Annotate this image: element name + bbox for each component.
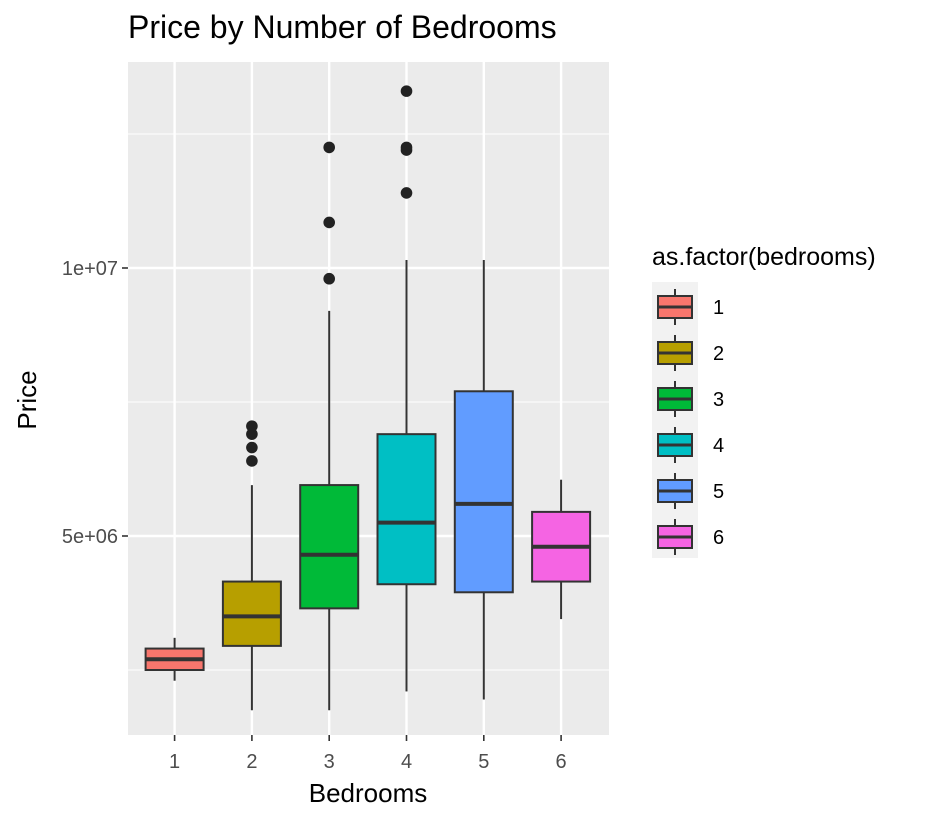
outlier-point (323, 216, 336, 229)
box-2 (221, 420, 282, 711)
box-3 (299, 141, 360, 711)
box-5 (453, 259, 514, 700)
legend-item-5: 5 (657, 473, 724, 509)
outlier-point (400, 187, 413, 199)
legend-label: 3 (713, 389, 724, 411)
outlier-point (323, 272, 336, 285)
legend-item-1: 1 (657, 289, 724, 325)
x-tick-label: 1 (169, 751, 180, 773)
x-axis-title: Bedrooms (309, 778, 428, 808)
box-iqr (376, 433, 437, 586)
legend-label: 5 (713, 481, 724, 503)
legend-label: 6 (713, 527, 724, 549)
y-axis-ticks: 5e+06 1e+07 (62, 258, 128, 548)
legend-item-4: 4 (657, 427, 724, 463)
outlier-point (246, 441, 258, 454)
box-6 (531, 479, 592, 620)
outlier-point (400, 85, 413, 97)
x-tick-label: 3 (324, 751, 335, 773)
y-tick-label: 1e+07 (62, 258, 118, 280)
box-iqr (453, 390, 514, 594)
legend-key-background (652, 282, 698, 558)
x-tick-label: 4 (401, 751, 412, 773)
box-iqr (221, 580, 282, 647)
chart-title: Price by Number of Bedrooms (128, 9, 557, 45)
box-iqr (299, 484, 360, 610)
outlier-point (246, 420, 258, 432)
plot-panel (128, 62, 609, 735)
y-axis-title: Price (12, 370, 42, 429)
legend-label: 4 (713, 435, 724, 457)
outlier-point (400, 141, 413, 154)
outlier-point (246, 428, 258, 440)
box-4 (376, 85, 437, 692)
x-tick-label: 2 (246, 751, 257, 773)
x-tick-label: 5 (478, 751, 489, 773)
outlier-point (246, 455, 258, 467)
legend-label: 2 (713, 343, 724, 365)
box-series (144, 85, 592, 711)
legend-item-3: 3 (657, 381, 724, 417)
legend-item-2: 2 (657, 335, 724, 371)
box-1 (144, 637, 205, 681)
legend-label: 1 (713, 297, 724, 319)
x-tick-label: 6 (556, 751, 567, 773)
outlier-point (323, 141, 336, 154)
legend-item-6: 6 (657, 519, 724, 555)
legend-title: as.factor(bedrooms) (652, 243, 876, 271)
y-tick-label: 5e+06 (62, 526, 118, 548)
x-axis-ticks: 1 2 3 4 5 6 (169, 735, 567, 773)
legend: 1 2 3 4 5 6 (652, 282, 724, 558)
